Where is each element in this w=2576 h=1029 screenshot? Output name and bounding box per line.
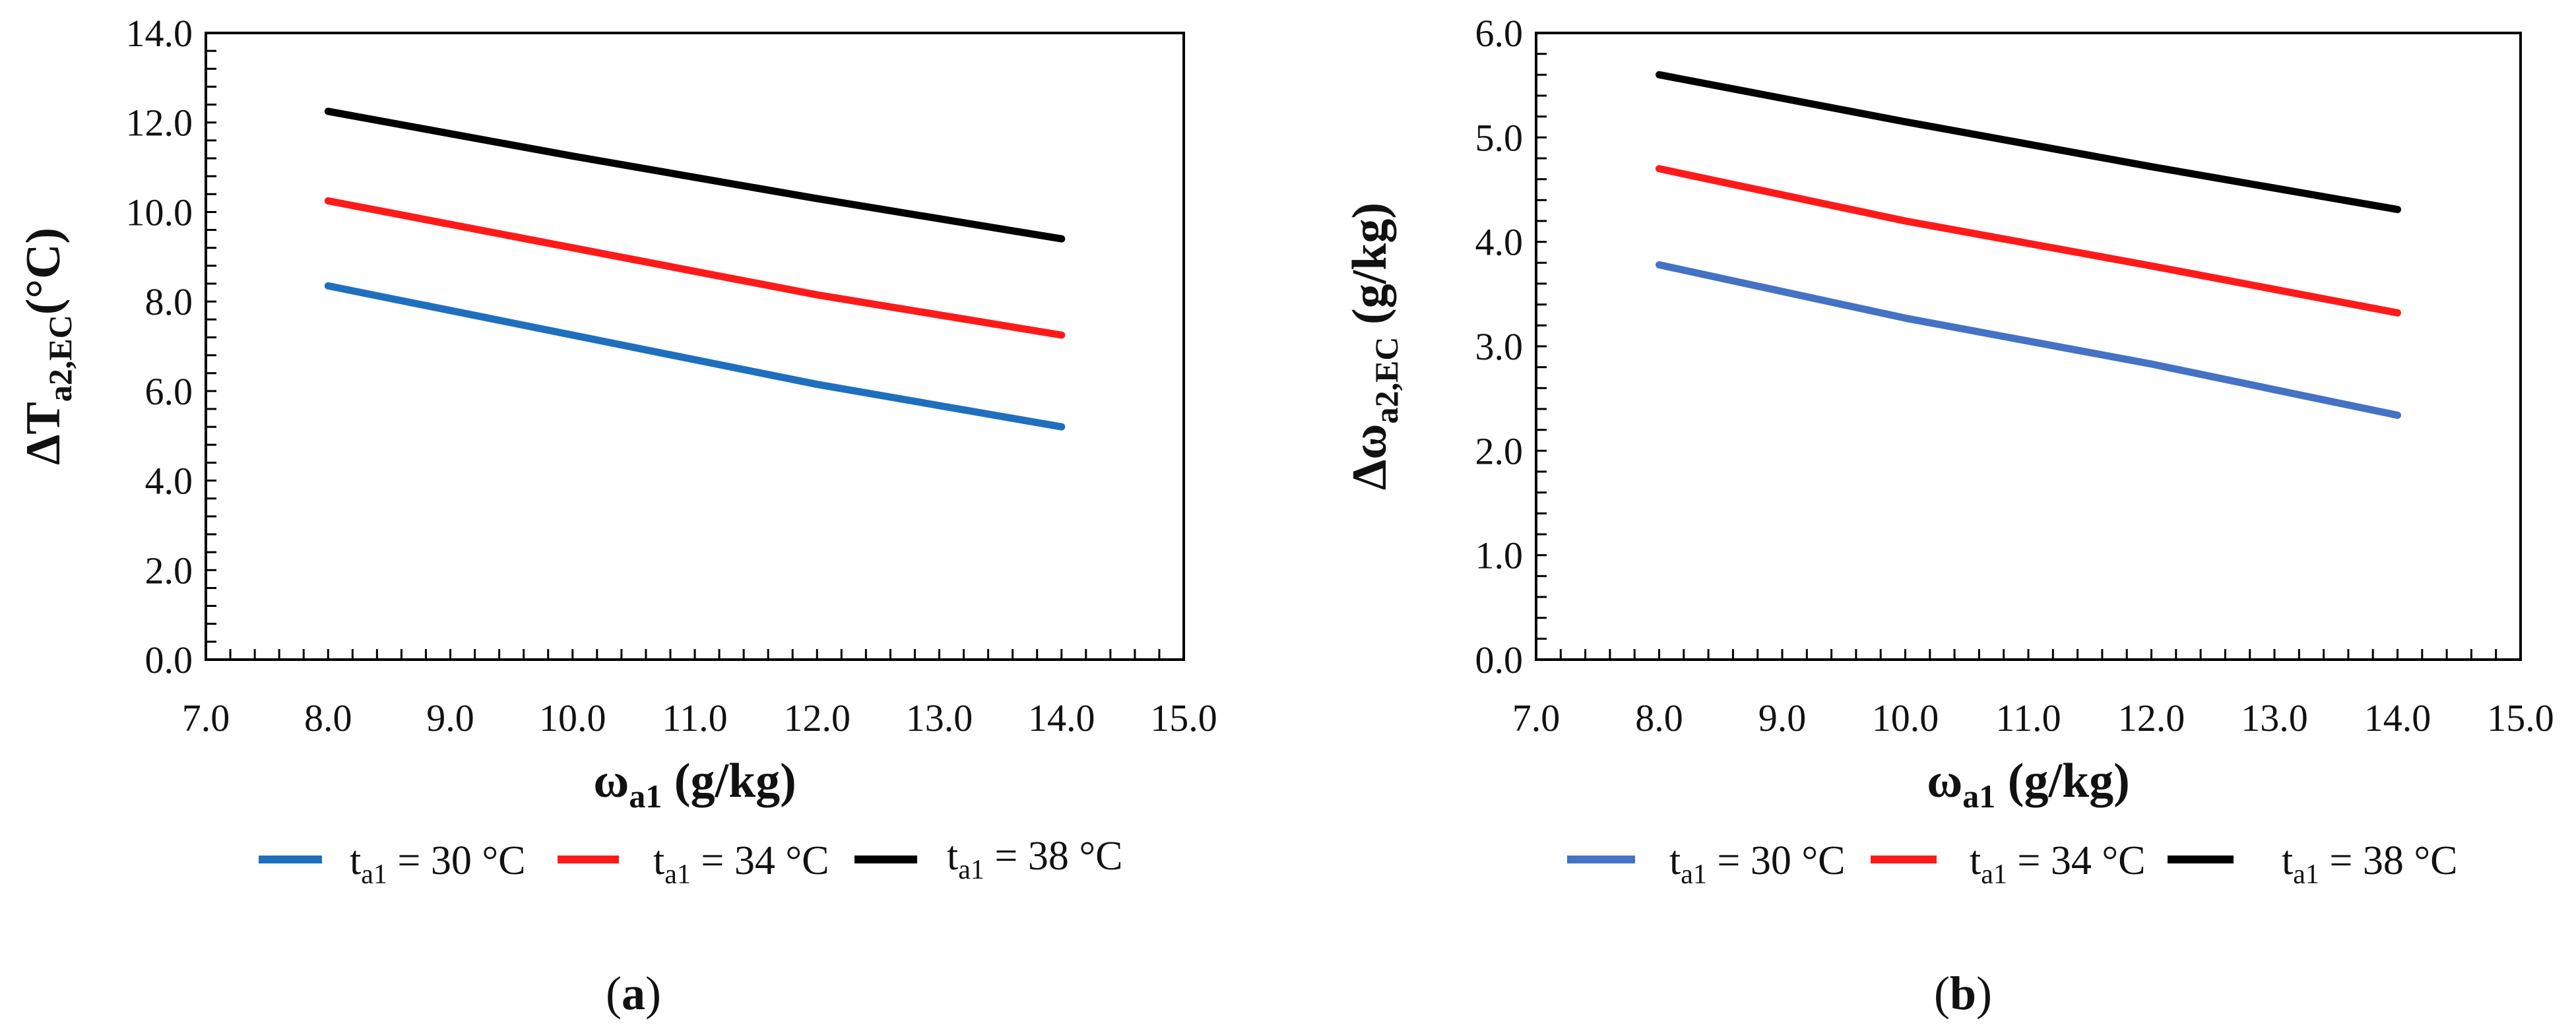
plot-area-b bbox=[1535, 32, 2522, 661]
y-tick-label-a: 2.0 bbox=[145, 549, 193, 592]
y-axis-title-b: Δωa2,EC (g/kg) bbox=[1343, 203, 1405, 490]
legend-a: ta1 = 30 °C ta1 = 34 °C ta1 = 38 °C bbox=[259, 834, 1123, 890]
x-tick-label-a: 15.0 bbox=[1150, 697, 1217, 739]
x-tick-label-a: 14.0 bbox=[1028, 697, 1095, 739]
x-tick-label-b: 8.0 bbox=[1635, 697, 1683, 739]
series-line-b-2 bbox=[1656, 71, 2401, 214]
legend-label-a-30: ta1 = 30 °C bbox=[350, 838, 526, 890]
y-tick-labels-a: 0.0 2.0 4.0 6.0 8.0 10.0 12.0 14.0 bbox=[126, 12, 193, 681]
series-line-b-1 bbox=[1656, 165, 2401, 317]
y-tick-label-b: 0.0 bbox=[1475, 639, 1524, 681]
x-tick-label-a: 8.0 bbox=[304, 697, 352, 739]
y-tick-label-a: 14.0 bbox=[126, 12, 193, 55]
tick-marks-b bbox=[1535, 32, 2522, 661]
x-tick-label-a: 10.0 bbox=[539, 697, 606, 739]
x-tick-label-b: 11.0 bbox=[1995, 697, 2061, 739]
y-tick-label-a: 0.0 bbox=[145, 639, 193, 681]
x-tick-label-a: 12.0 bbox=[784, 697, 851, 739]
y-tick-label-b: 6.0 bbox=[1475, 12, 1524, 55]
x-tick-label-b: 15.0 bbox=[2487, 697, 2554, 739]
y-tick-label-b: 1.0 bbox=[1475, 534, 1524, 577]
y-tick-label-a: 6.0 bbox=[145, 370, 193, 413]
series-line-b-0 bbox=[1656, 261, 2401, 419]
y-tick-labels-b: 0.0 1.0 2.0 3.0 4.0 5.0 6.0 bbox=[1475, 12, 1524, 681]
y-tick-label-a: 10.0 bbox=[126, 191, 193, 234]
legend-label-b-38: ta1 = 38 °C bbox=[2282, 838, 2458, 890]
x-tick-labels-a: 7.0 8.0 9.0 10.0 11.0 12.0 13.0 14.0 15.0 bbox=[182, 697, 1217, 739]
y-tick-label-a: 12.0 bbox=[126, 102, 193, 144]
panel-label-a: (a) bbox=[606, 967, 661, 1020]
legend-label-a-34: ta1 = 34 °C bbox=[653, 838, 829, 890]
chart-panel-b: 0.0 1.0 2.0 3.0 4.0 5.0 6.0 7.0 8.0 9.0 10.0 11.0 1… bbox=[1343, 12, 2554, 1020]
panel-label-b: (b) bbox=[1934, 967, 1992, 1020]
y-tick-label-a: 8.0 bbox=[145, 280, 193, 323]
y-tick-label-b: 2.0 bbox=[1475, 429, 1524, 472]
y-tick-label-b: 3.0 bbox=[1475, 325, 1524, 368]
x-tick-label-b: 7.0 bbox=[1512, 697, 1561, 739]
legend-b: ta1 = 30 °C ta1 = 34 °C ta1 = 38 °C bbox=[1567, 838, 2458, 890]
x-tick-label-b: 13.0 bbox=[2241, 697, 2308, 739]
x-axis-title-a: ωa1 (g/kg) bbox=[593, 754, 796, 815]
series-line-a-1 bbox=[324, 197, 1066, 339]
chart-panel-a: 0.0 2.0 4.0 6.0 8.0 10.0 12.0 14.0 7.0 8.0 9.0 10.… bbox=[16, 12, 1217, 1020]
series-line-a-0 bbox=[324, 282, 1066, 431]
y-tick-label-b: 4.0 bbox=[1475, 221, 1524, 264]
y-axis-title-a: ΔTa2,EC(°C) bbox=[16, 228, 79, 465]
y-tick-label-b: 5.0 bbox=[1475, 116, 1524, 159]
series-lines-b bbox=[1656, 71, 2401, 419]
x-tick-labels-b: 7.0 8.0 9.0 10.0 11.0 12.0 13.0 14.0 15.0 bbox=[1512, 697, 2554, 739]
legend-label-b-34: ta1 = 34 °C bbox=[1970, 838, 2146, 890]
x-tick-label-a: 9.0 bbox=[426, 697, 474, 739]
legend-label-a-38: ta1 = 38 °C bbox=[947, 834, 1123, 885]
legend-label-b-30: ta1 = 30 °C bbox=[1669, 838, 1846, 890]
x-tick-label-a: 7.0 bbox=[182, 697, 230, 739]
x-tick-label-b: 10.0 bbox=[1872, 697, 1939, 739]
series-line-a-2 bbox=[324, 108, 1066, 243]
series-lines-a bbox=[324, 108, 1066, 431]
x-tick-label-b: 12.0 bbox=[2118, 697, 2185, 739]
x-axis-title-b: ωa1 (g/kg) bbox=[1927, 754, 2130, 815]
x-tick-label-a: 11.0 bbox=[662, 697, 727, 739]
y-tick-label-a: 4.0 bbox=[145, 460, 193, 503]
tick-marks-a bbox=[205, 32, 1185, 661]
x-tick-label-b: 14.0 bbox=[2364, 697, 2431, 739]
plot-area-a bbox=[205, 32, 1185, 661]
x-tick-label-b: 9.0 bbox=[1758, 697, 1807, 739]
x-tick-label-a: 13.0 bbox=[906, 697, 973, 739]
